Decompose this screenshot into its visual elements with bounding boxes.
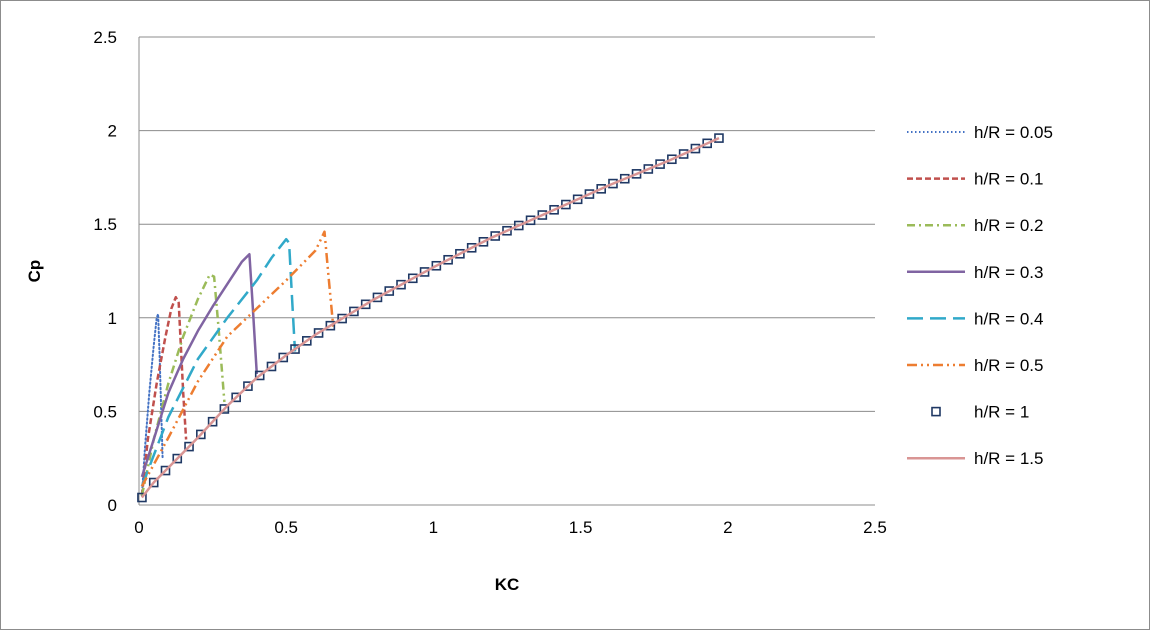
legend-label: h/R = 0.1: [974, 170, 1043, 189]
y-tick-label: 2.5: [93, 28, 117, 47]
y-tick-label: 2: [108, 122, 117, 141]
legend-label: h/R = 0.05: [974, 123, 1053, 142]
x-tick-label: 1: [429, 518, 438, 537]
x-tick-label: 1.5: [569, 518, 593, 537]
y-tick-label: 1.5: [93, 215, 117, 234]
x-axis-title: KC: [495, 575, 520, 594]
y-tick-label: 1: [108, 309, 117, 328]
legend-label: h/R = 0.2: [974, 216, 1043, 235]
legend-label: h/R = 0.4: [974, 309, 1043, 328]
x-tick-label: 2.5: [863, 518, 887, 537]
y-tick-label: 0: [108, 496, 117, 515]
y-axis-title: Cp: [25, 260, 44, 283]
legend-label: h/R = 1: [974, 403, 1029, 422]
x-tick-label: 2: [723, 518, 732, 537]
legend-label: h/R = 1.5: [974, 449, 1043, 468]
legend-label: h/R = 0.3: [974, 263, 1043, 282]
x-tick-label: 0.5: [274, 518, 298, 537]
x-tick-label: 0: [134, 518, 143, 537]
y-tick-label: 0.5: [93, 402, 117, 421]
legend-label: h/R = 0.5: [974, 356, 1043, 375]
